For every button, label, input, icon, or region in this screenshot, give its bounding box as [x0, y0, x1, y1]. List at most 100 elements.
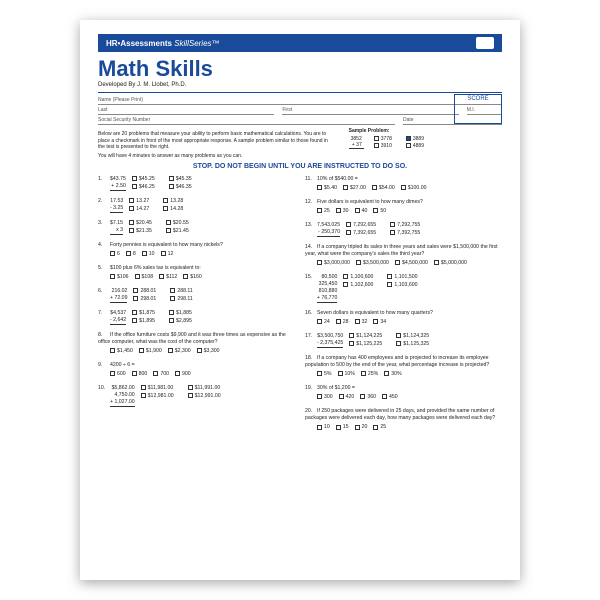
checkbox-icon[interactable] — [346, 222, 351, 227]
checkbox-icon[interactable] — [110, 251, 115, 256]
answer-option[interactable]: $100.00 — [401, 185, 427, 192]
checkbox-icon[interactable] — [355, 319, 360, 324]
checkbox-icon[interactable] — [169, 310, 174, 315]
checkbox-icon[interactable] — [188, 393, 193, 398]
checkbox-icon[interactable] — [129, 220, 134, 225]
answer-option[interactable]: 800 — [132, 371, 148, 378]
answer-option[interactable]: $3,000,000 — [317, 260, 350, 267]
answer-option[interactable]: $21.45 — [166, 228, 189, 235]
answer-option[interactable]: 10 — [317, 424, 330, 431]
answer-option[interactable]: 600 — [110, 371, 126, 378]
answer-option[interactable]: 1,101,500 — [387, 274, 417, 281]
checkbox-icon[interactable] — [434, 260, 439, 265]
checkbox-icon[interactable] — [135, 274, 140, 279]
checkbox-icon[interactable] — [343, 185, 348, 190]
checkbox-icon[interactable] — [374, 143, 379, 148]
checkbox-icon[interactable] — [387, 282, 392, 287]
answer-option[interactable]: $3,500,000 — [356, 260, 389, 267]
checkbox-icon[interactable] — [338, 371, 343, 376]
answer-option[interactable]: 25 — [317, 208, 330, 215]
answer-option[interactable]: $108 — [135, 274, 154, 281]
checkbox-icon[interactable] — [141, 393, 146, 398]
answer-option[interactable]: 10 — [142, 251, 155, 258]
checkbox-icon[interactable] — [129, 206, 134, 211]
checkbox-icon[interactable] — [372, 185, 377, 190]
checkbox-icon[interactable] — [346, 230, 351, 235]
answer-option[interactable]: 288.01 — [133, 288, 156, 295]
answer-option[interactable]: $45.25 — [132, 176, 155, 183]
answer-option[interactable]: 360 — [360, 394, 376, 401]
answer-option[interactable]: $3,300 — [197, 348, 220, 355]
checkbox-icon[interactable] — [373, 208, 378, 213]
ssn-field[interactable]: Social Security Number — [98, 115, 395, 125]
answer-option[interactable]: 20 — [355, 424, 368, 431]
checkbox-icon[interactable] — [161, 251, 166, 256]
checkbox-icon[interactable] — [373, 425, 378, 430]
checkbox-icon[interactable] — [139, 348, 144, 353]
answer-option[interactable]: 300 — [317, 394, 333, 401]
answer-option[interactable]: 1,103,600 — [387, 282, 417, 289]
checkbox-icon[interactable] — [374, 136, 379, 141]
answer-option[interactable]: $1,885 — [169, 310, 192, 317]
answer-option[interactable]: $1,124,325 — [396, 333, 429, 340]
answer-option[interactable]: 7,392,755 — [390, 230, 420, 237]
checkbox-icon[interactable] — [339, 394, 344, 399]
checkbox-icon[interactable] — [170, 288, 175, 293]
answer-option[interactable]: $4,500,000 — [395, 260, 428, 267]
checkbox-icon[interactable] — [336, 425, 341, 430]
checkbox-icon[interactable] — [170, 296, 175, 301]
checkbox-icon[interactable] — [401, 185, 406, 190]
answer-option[interactable]: 5% — [317, 371, 332, 378]
answer-option[interactable]: $21.35 — [129, 228, 152, 235]
answer-option[interactable]: 12 — [161, 251, 174, 258]
checkbox-icon[interactable] — [317, 185, 322, 190]
answer-option[interactable]: $20.55 — [166, 220, 189, 227]
checkbox-icon[interactable] — [317, 208, 322, 213]
checkbox-icon[interactable] — [169, 318, 174, 323]
answer-option[interactable]: 13.27 — [129, 198, 149, 205]
checkbox-icon[interactable] — [343, 274, 348, 279]
answer-option[interactable]: 420 — [339, 394, 355, 401]
checkbox-icon[interactable] — [141, 385, 146, 390]
checkbox-icon[interactable] — [166, 228, 171, 233]
answer-option[interactable]: 700 — [153, 371, 169, 378]
checkbox-icon[interactable] — [197, 348, 202, 353]
answer-option[interactable]: 32 — [355, 319, 368, 326]
answer-option[interactable]: $46.35 — [169, 184, 192, 191]
answer-option[interactable]: $2,300 — [168, 348, 191, 355]
answer-option[interactable]: $112 — [159, 274, 177, 281]
answer-option[interactable]: 15 — [336, 424, 349, 431]
checkbox-icon[interactable] — [132, 371, 137, 376]
checkbox-icon[interactable] — [387, 274, 392, 279]
answer-option[interactable]: 7,392,655 — [346, 230, 376, 237]
answer-option[interactable]: $12,981.00 — [141, 393, 174, 400]
checkbox-icon[interactable] — [159, 274, 164, 279]
answer-option[interactable]: $5,000,000 — [434, 260, 467, 267]
answer-option[interactable]: $20.45 — [129, 220, 152, 227]
answer-option[interactable]: $27.00 — [343, 185, 366, 192]
checkbox-icon[interactable] — [390, 222, 395, 227]
answer-option[interactable]: $1,875 — [132, 310, 155, 317]
checkbox-icon[interactable] — [343, 282, 348, 287]
sample-option[interactable]: 3910 — [374, 143, 392, 149]
checkbox-icon[interactable] — [133, 288, 138, 293]
answer-option[interactable]: $106 — [110, 274, 129, 281]
checkbox-icon[interactable] — [336, 319, 341, 324]
checkbox-icon[interactable] — [163, 206, 168, 211]
checkbox-icon[interactable] — [349, 333, 354, 338]
answer-option[interactable]: 28 — [336, 319, 349, 326]
answer-option[interactable]: $160 — [183, 274, 202, 281]
answer-option[interactable]: $11,991.00 — [188, 385, 221, 392]
first-field[interactable]: First — [282, 105, 458, 115]
answer-option[interactable]: 14.27 — [129, 206, 149, 213]
checkbox-icon[interactable] — [360, 394, 365, 399]
answer-option[interactable]: $1,895 — [132, 318, 155, 325]
checkbox-icon[interactable] — [110, 348, 115, 353]
answer-option[interactable]: $11,981.00 — [141, 385, 174, 392]
answer-option[interactable]: 450 — [382, 394, 398, 401]
answer-option[interactable]: 288.11 — [170, 288, 192, 295]
checkbox-icon[interactable] — [166, 220, 171, 225]
answer-option[interactable]: 34 — [373, 319, 386, 326]
checkbox-icon[interactable] — [336, 208, 341, 213]
answer-option[interactable]: 14.28 — [163, 206, 183, 213]
